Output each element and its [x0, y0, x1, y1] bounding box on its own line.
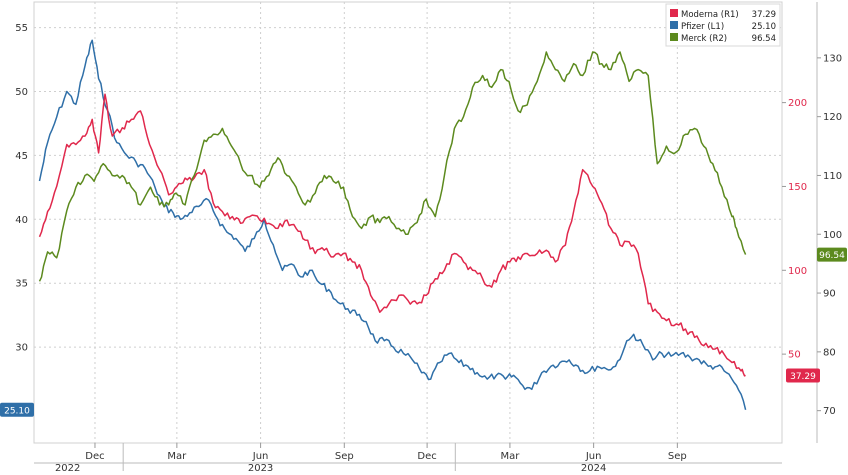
series-line-merck	[38, 51, 747, 282]
last-value-tag-r1: 37.29	[786, 368, 820, 383]
y-left-tick-label: 40	[15, 215, 28, 226]
y-r1-tick-label: 50	[788, 350, 801, 361]
legend-box	[665, 3, 781, 47]
y-left-tick-label: 50	[15, 87, 28, 98]
legend-swatch	[670, 21, 678, 29]
legend-entry-value: 25.10	[752, 22, 776, 32]
series-layer	[38, 39, 747, 410]
y-r2-tick-label: 70	[823, 406, 836, 417]
series-line-pfizer	[38, 39, 747, 410]
y-left-tick-label: 55	[15, 23, 28, 34]
y-r1-tick-label: 100	[788, 266, 807, 277]
legend-entry-value: 37.29	[752, 10, 776, 20]
legend-swatch	[670, 9, 678, 17]
y-r2-tick-label: 100	[823, 230, 842, 241]
x-tick-label: Mar	[500, 451, 520, 462]
last-value-tag-l1: 25.10	[0, 402, 34, 417]
x-tick-label: Sep	[335, 451, 354, 462]
legend-entry-name: Moderna (R1)	[681, 10, 739, 20]
x-tick-label: Sep	[668, 451, 687, 462]
legend-swatch	[670, 33, 678, 41]
last-value-tag-text: 96.54	[819, 251, 845, 261]
x-tick-label: Jun	[585, 451, 602, 462]
series-line-moderna	[38, 93, 746, 377]
legend-entry-name: Merck (R2)	[681, 34, 727, 44]
x-year-label: 2024	[581, 463, 606, 471]
plot-frame	[33, 1, 783, 444]
y-r2-tick-label: 110	[823, 171, 842, 182]
last-value-tags: 25.10 37.29 96.54	[0, 247, 847, 417]
y-r2-tick-label: 120	[823, 112, 842, 123]
last-value-tag-text: 25.10	[4, 406, 30, 416]
legend-entry-name: Pfizer (L1)	[681, 22, 724, 32]
y-left-tick-label: 35	[15, 279, 28, 290]
x-tick-label: Mar	[167, 451, 187, 462]
x-tick-label: Dec	[85, 451, 104, 462]
x-year-label: 2022	[55, 463, 80, 471]
axes-layer: Dec Mar Jun Sep Dec Mar Jun Sep 2022 2023 2024 30 35…	[15, 2, 842, 474]
y-r2-tick-label: 80	[823, 347, 836, 358]
y-r2-tick-label: 130	[823, 53, 842, 64]
x-tick-label: Dec	[417, 451, 436, 462]
legend: Moderna (R1) 37.29 Pfizer (L1) 25.10 Merck (…	[665, 3, 781, 47]
last-value-tag-bg	[786, 368, 820, 383]
x-tick-label: Jun	[252, 451, 269, 462]
y-left-tick-label: 45	[15, 151, 28, 162]
y-left-tick-label: 30	[15, 343, 28, 354]
grid	[33, 1, 783, 444]
y-r1-tick-label: 200	[788, 98, 807, 109]
last-value-tag-r2: 96.54	[817, 247, 847, 262]
legend-entry-value: 96.54	[752, 34, 776, 44]
last-value-tag-text: 37.29	[790, 372, 816, 382]
y-r1-tick-label: 150	[788, 182, 807, 193]
last-value-tag-bg	[817, 247, 847, 262]
y-r2-tick-label: 90	[823, 289, 836, 300]
last-value-tag-bg	[0, 402, 34, 417]
x-year-label: 2023	[248, 463, 273, 471]
